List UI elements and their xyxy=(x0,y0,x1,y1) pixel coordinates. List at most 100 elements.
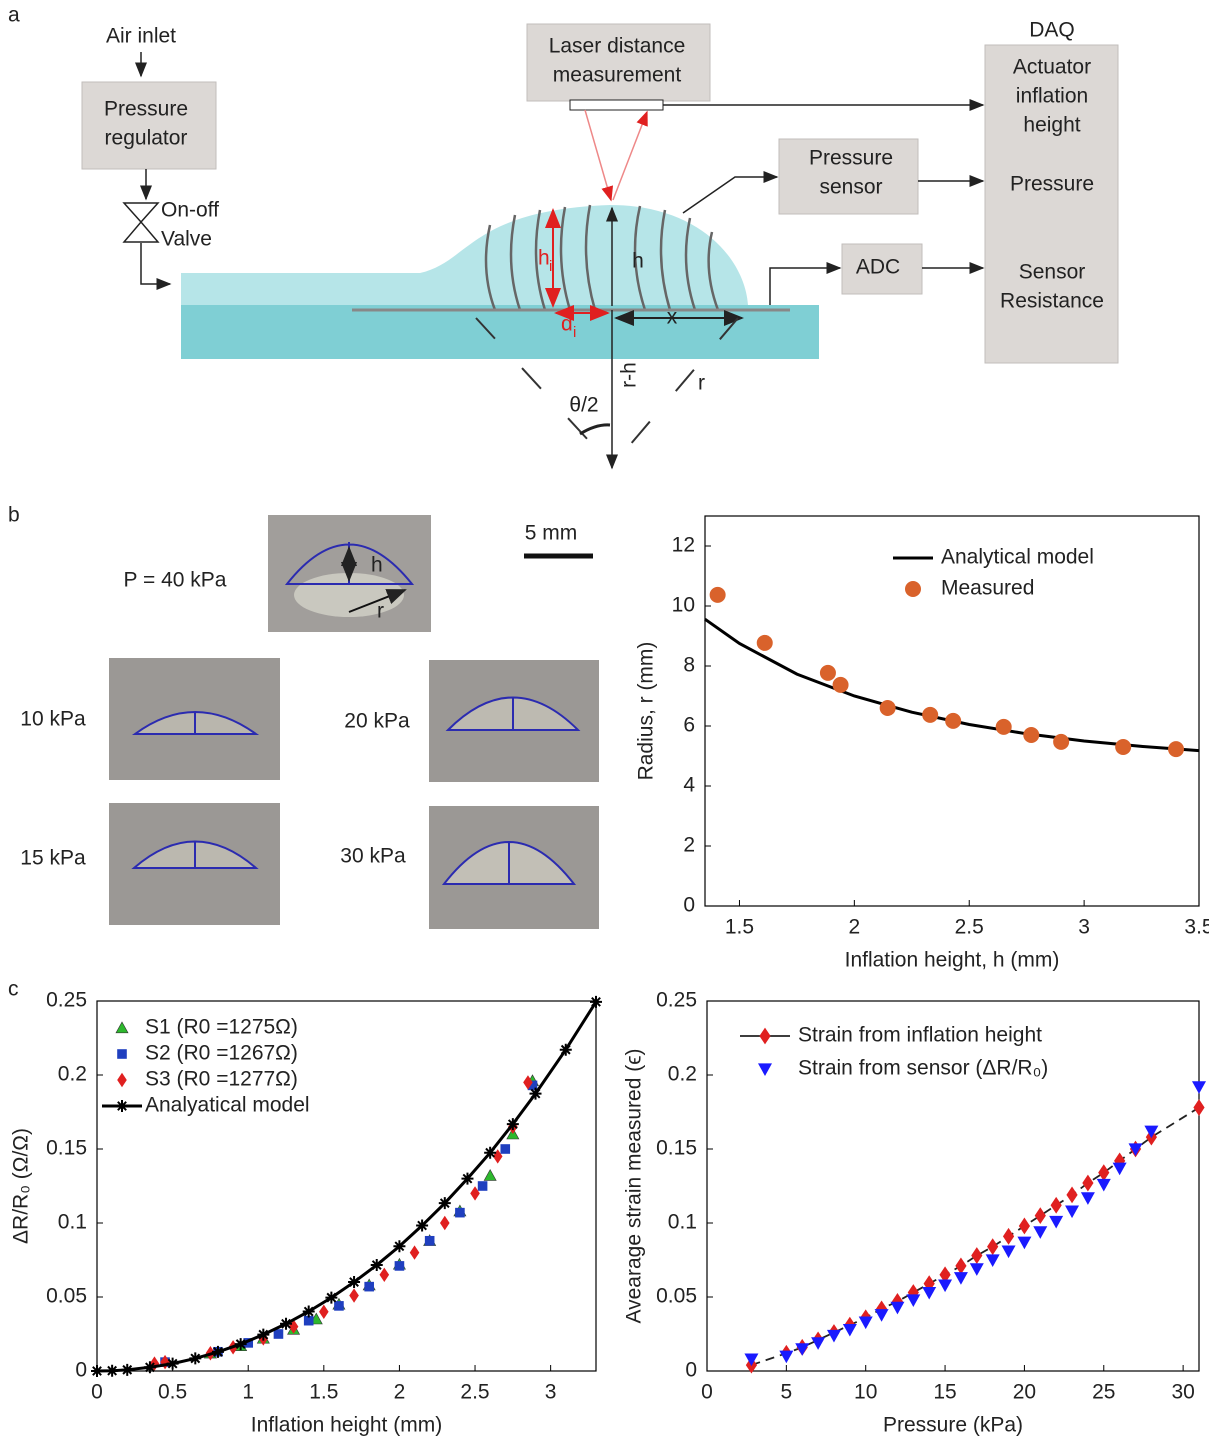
marker xyxy=(280,1317,293,1330)
marker xyxy=(709,586,726,603)
legend-label: Measured xyxy=(941,577,1034,600)
arrow xyxy=(348,589,407,613)
marker xyxy=(756,634,773,651)
marker xyxy=(1002,1227,1015,1245)
laser-beam xyxy=(612,110,648,201)
marker xyxy=(394,1261,405,1271)
marker xyxy=(987,1238,999,1256)
marker xyxy=(1082,1174,1094,1192)
marker xyxy=(243,1338,254,1348)
marker xyxy=(826,1329,841,1343)
marker xyxy=(955,1257,967,1275)
label: d xyxy=(561,313,573,336)
legend-label: Strain from sensor (ΔR/R₀) xyxy=(798,1057,1048,1080)
box xyxy=(984,44,1119,364)
y-tick-label: 0.05 xyxy=(46,1285,87,1308)
label: Air inlet xyxy=(106,25,176,48)
panel-b: b 5 mm h r P = 40 kPa 10 kPa 20 kPa 15 k… xyxy=(8,504,599,929)
x-tick-label: 3.5 xyxy=(1184,916,1209,939)
x-tick-label: 5 xyxy=(781,1381,793,1404)
box xyxy=(841,243,923,295)
marker xyxy=(143,1361,156,1374)
series-line xyxy=(704,617,1200,753)
laser-head xyxy=(569,99,664,111)
marker xyxy=(424,1235,435,1246)
marker xyxy=(759,1027,771,1045)
marker xyxy=(364,1281,374,1292)
legend-label: Strain from inflation height xyxy=(798,1024,1042,1047)
marker xyxy=(1096,1178,1111,1192)
marker xyxy=(1033,1226,1048,1239)
panel-label: c xyxy=(8,978,19,1001)
arrow xyxy=(682,171,779,214)
marker xyxy=(858,1316,873,1330)
marker xyxy=(758,1063,772,1076)
marker xyxy=(590,995,602,1008)
y-axis-label: Avearage strain measured (ϵ) xyxy=(623,1048,646,1323)
marker xyxy=(483,1169,497,1181)
dome-outline xyxy=(131,711,260,735)
x-tick-label: 2 xyxy=(849,916,861,939)
marker xyxy=(1168,741,1185,758)
marker xyxy=(325,1291,338,1304)
label: Valve xyxy=(161,228,212,251)
y-tick-label: 0.25 xyxy=(46,989,87,1012)
plot-frame xyxy=(706,1000,1200,1372)
label: ADC xyxy=(856,256,900,279)
marker xyxy=(1050,1196,1062,1214)
label: r-h xyxy=(618,362,641,388)
marker xyxy=(744,1353,759,1367)
dome-outline xyxy=(445,696,581,731)
marker xyxy=(939,1266,951,1284)
label: r xyxy=(377,600,384,623)
y-tick-label: 0.05 xyxy=(656,1285,697,1308)
marker xyxy=(922,706,939,723)
marker xyxy=(492,1149,503,1164)
marker xyxy=(438,1197,451,1210)
marker xyxy=(875,1300,888,1318)
label: Pressure xyxy=(104,98,188,121)
marker xyxy=(842,1323,857,1337)
legend-label: Analytical model xyxy=(941,546,1094,569)
marker xyxy=(985,1254,1000,1267)
laser-beam xyxy=(584,109,614,202)
x-tick-label: 1.5 xyxy=(309,1381,338,1404)
y-tick-label: 0.25 xyxy=(656,989,697,1012)
marker xyxy=(795,1343,810,1356)
marker xyxy=(257,1328,270,1341)
marker xyxy=(379,1267,390,1282)
marker xyxy=(890,1301,905,1315)
legend-label: S2 (R0 =1267Ω) xyxy=(145,1042,298,1065)
label: regulator xyxy=(105,127,188,150)
legend-label: Analyatical model xyxy=(145,1094,310,1117)
box xyxy=(526,23,711,102)
label: DAQ xyxy=(1029,19,1075,42)
marker xyxy=(455,1207,465,1218)
x-axis-label: Inflation height, h (mm) xyxy=(845,949,1060,972)
photo-label: 10 kPa xyxy=(20,708,86,731)
label: Sensor xyxy=(1019,261,1086,284)
marker xyxy=(1001,1245,1016,1259)
y-tick-label: 2 xyxy=(683,834,695,857)
marker xyxy=(393,1240,406,1253)
radius-line xyxy=(475,317,739,467)
label: h xyxy=(538,247,550,270)
marker xyxy=(91,1365,103,1377)
marker xyxy=(1066,1186,1078,1204)
marker xyxy=(1193,1099,1205,1116)
x-tick-label: 1.5 xyxy=(725,916,754,939)
label: i xyxy=(549,258,552,275)
y-tick-label: 0.15 xyxy=(656,1137,697,1160)
y-tick-label: 0.1 xyxy=(58,1211,87,1234)
marker xyxy=(319,1304,329,1319)
x-tick-label: 15 xyxy=(933,1381,956,1404)
x-axis-label: Pressure (kPa) xyxy=(883,1414,1023,1437)
x-axis-label: Inflation height (mm) xyxy=(251,1414,442,1437)
marker xyxy=(832,676,849,693)
angle-arc xyxy=(579,423,611,436)
marker xyxy=(484,1146,497,1159)
label: Pressure xyxy=(1010,173,1094,196)
label: θ/2 xyxy=(569,394,598,417)
label: h xyxy=(632,250,644,273)
coil xyxy=(484,204,720,311)
